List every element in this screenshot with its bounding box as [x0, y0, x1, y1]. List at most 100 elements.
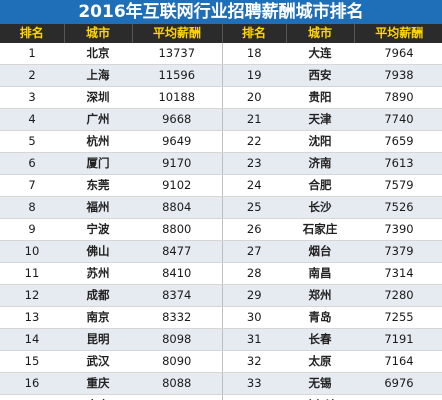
- rank-cell: 11: [0, 262, 64, 285]
- rank-cell: 25: [222, 196, 286, 219]
- rank-cell: 18: [222, 43, 286, 65]
- table-row: 2 上海 11596 19 西安 7938: [0, 64, 442, 87]
- salary-cell: 7579: [354, 174, 442, 197]
- rank-cell: 19: [222, 64, 286, 87]
- rank-cell: 22: [222, 130, 286, 153]
- rank-cell: 2: [0, 64, 64, 87]
- table-row: 11 苏州 8410 28 南昌 7314: [0, 262, 442, 285]
- header-city-right: 城市: [286, 24, 355, 43]
- city-cell: 合肥: [286, 174, 354, 197]
- header-row: 排名 城市 平均薪酬 排名 城市 平均薪酬: [0, 24, 442, 43]
- salary-cell: 8477: [132, 240, 223, 263]
- city-cell: 宁波: [64, 218, 132, 241]
- salary-cell: 7613: [354, 152, 442, 175]
- salary-cell: 7280: [354, 284, 442, 307]
- city-cell: 上海: [64, 64, 132, 87]
- salary-cell: 7526: [354, 196, 442, 219]
- salary-cell: 7659: [354, 130, 442, 153]
- salary-cell: 7164: [354, 350, 442, 373]
- salary-cell: 9668: [132, 108, 223, 131]
- salary-cell: 9102: [132, 174, 223, 197]
- city-cell: 济南: [286, 152, 354, 175]
- salary-cell: 7938: [354, 64, 442, 87]
- rank-cell: 32: [222, 350, 286, 373]
- table-row: 1 北京 13737 18 大连 7964: [0, 43, 442, 65]
- city-cell: 青岛: [286, 306, 354, 329]
- salary-cell: 7890: [354, 86, 442, 109]
- chart-title: 2016年互联网行业招聘薪酬城市排名: [0, 0, 442, 24]
- city-cell: 厦门: [64, 152, 132, 175]
- salary-cell: 8374: [132, 284, 223, 307]
- city-cell: 佛山: [64, 240, 132, 263]
- salary-cell: 7390: [354, 218, 442, 241]
- rank-cell: 24: [222, 174, 286, 197]
- city-cell: 苏州: [64, 262, 132, 285]
- salary-cell: 8098: [132, 328, 223, 351]
- city-cell: 沈阳: [286, 130, 354, 153]
- header-salary-left: 平均薪酬: [132, 24, 223, 43]
- rank-cell: 33: [222, 372, 286, 395]
- city-cell: 南昌: [286, 262, 354, 285]
- rank-cell: 31: [222, 328, 286, 351]
- salary-cell: 8800: [132, 218, 223, 241]
- city-cell: 南京: [64, 306, 132, 329]
- rank-cell: 28: [222, 262, 286, 285]
- table-row: 16 重庆 8088 33 无锡 6976: [0, 372, 442, 395]
- salary-cell: 8050: [132, 394, 223, 400]
- city-cell: 郑州: [286, 284, 354, 307]
- city-cell: 西安: [286, 64, 354, 87]
- table-body: 1 北京 13737 18 大连 7964 2 上海 11596 19 西安 7938 3 深圳 10188…: [0, 43, 442, 400]
- rank-cell: 26: [222, 218, 286, 241]
- city-cell: 福州: [64, 196, 132, 219]
- rank-cell: 4: [0, 108, 64, 131]
- salary-cell: 9649: [132, 130, 223, 153]
- salary-cell: 11596: [132, 64, 223, 87]
- city-cell: 长春: [286, 328, 354, 351]
- city-cell: 重庆: [64, 372, 132, 395]
- header-rank-left: 排名: [0, 24, 65, 43]
- rank-cell: 3: [0, 86, 64, 109]
- rank-cell: 7: [0, 174, 64, 197]
- rank-cell: 8: [0, 196, 64, 219]
- rank-cell: 34: [222, 394, 286, 400]
- header-city-left: 城市: [64, 24, 133, 43]
- city-cell: 杭州: [64, 130, 132, 153]
- table-row: 15 武汉 8090 32 太原 7164: [0, 350, 442, 373]
- salary-cell: 8088: [132, 372, 223, 395]
- city-cell: 长沙: [286, 196, 354, 219]
- table-row: 5 杭州 9649 22 沈阳 7659: [0, 130, 442, 153]
- salary-cell: 10188: [132, 86, 223, 109]
- city-cell: 贵阳: [286, 86, 354, 109]
- table-row: 10 佛山 8477 27 烟台 7379: [0, 240, 442, 263]
- rank-cell: 15: [0, 350, 64, 373]
- header-salary-right: 平均薪酬: [354, 24, 442, 43]
- rank-cell: 5: [0, 130, 64, 153]
- salary-cell: 7379: [354, 240, 442, 263]
- city-cell: 哈尔滨: [286, 394, 354, 400]
- salary-cell: 6860: [354, 394, 442, 400]
- rank-cell: 16: [0, 372, 64, 395]
- city-cell: 烟台: [286, 240, 354, 263]
- table-row: 9 宁波 8800 26 石家庄 7390: [0, 218, 442, 241]
- rank-cell: 1: [0, 43, 64, 65]
- salary-cell: 7255: [354, 306, 442, 329]
- table-row: 6 厦门 9170 23 济南 7613: [0, 152, 442, 175]
- city-cell: 南宁: [64, 394, 132, 400]
- rank-cell: 29: [222, 284, 286, 307]
- rank-cell: 14: [0, 328, 64, 351]
- table-row: 7 东莞 9102 24 合肥 7579: [0, 174, 442, 197]
- ranking-table: 排名 城市 平均薪酬 排名 城市 平均薪酬 1 北京 13737 18 大连 7964 2 上…: [0, 24, 442, 400]
- table-row: 3 深圳 10188 20 贵阳 7890: [0, 86, 442, 109]
- rank-cell: 27: [222, 240, 286, 263]
- salary-cell: 8090: [132, 350, 223, 373]
- salary-cell: 7740: [354, 108, 442, 131]
- rank-cell: 17: [0, 394, 64, 400]
- salary-cell: 13737: [132, 43, 223, 65]
- salary-cell: 7964: [354, 43, 442, 65]
- rank-cell: 30: [222, 306, 286, 329]
- city-cell: 太原: [286, 350, 354, 373]
- rank-cell: 13: [0, 306, 64, 329]
- salary-cell: 8332: [132, 306, 223, 329]
- table-row: 14 昆明 8098 31 长春 7191: [0, 328, 442, 351]
